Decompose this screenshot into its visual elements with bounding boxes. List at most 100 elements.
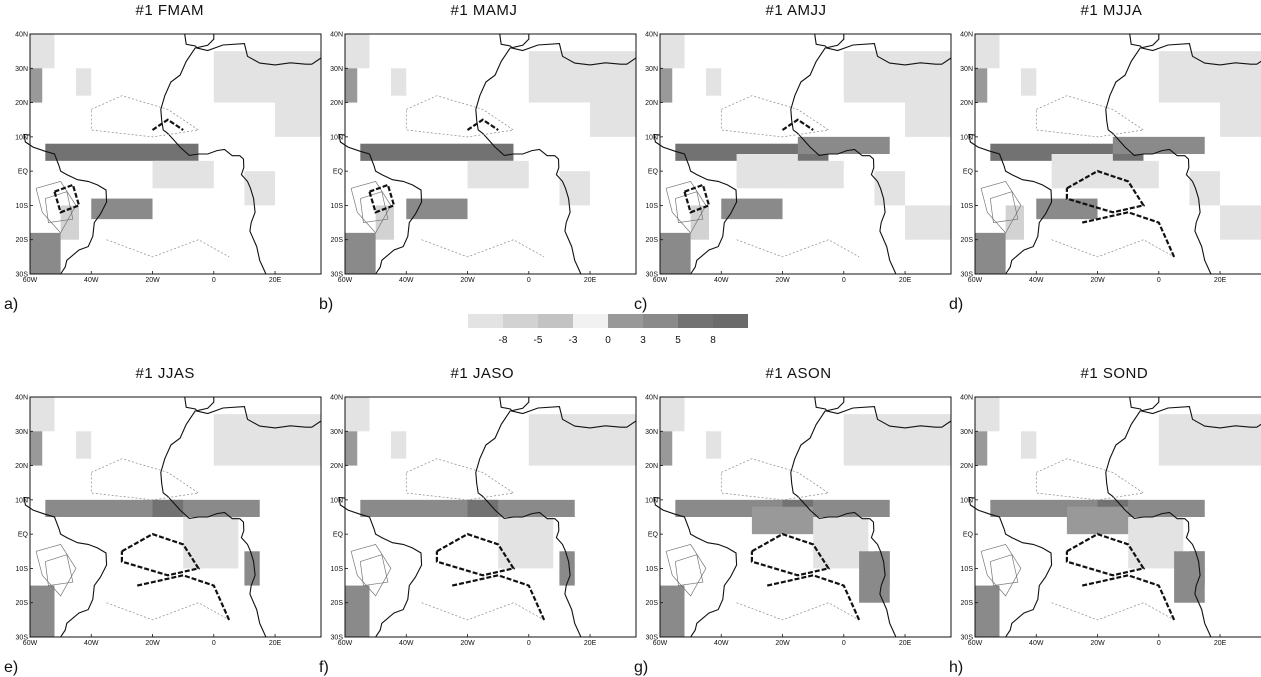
panel-label: c) <box>634 296 648 313</box>
mediterranean-coastline <box>510 406 637 429</box>
shaded-cell <box>705 68 722 96</box>
contour-line <box>750 532 831 577</box>
iberia-coastline <box>814 396 845 412</box>
shaded-cell <box>721 198 783 220</box>
map-frame <box>974 33 1261 275</box>
shaded-cell <box>244 171 276 206</box>
map-frame <box>344 396 637 638</box>
lat-label: EQ <box>333 169 344 176</box>
contour-line <box>350 180 392 234</box>
south-america-coastline <box>338 133 423 275</box>
lat-label: 40N <box>330 395 343 402</box>
map-frame <box>29 396 322 638</box>
contour-line <box>1035 95 1145 138</box>
contour-line <box>368 183 396 214</box>
lat-label: 30N <box>645 429 658 436</box>
panel-label: b) <box>319 296 334 313</box>
lat-label: 30N <box>960 429 973 436</box>
panel-label: g) <box>634 659 649 676</box>
contour-line <box>781 118 814 131</box>
shaded-cell <box>660 431 673 466</box>
shaded-cell <box>660 397 685 432</box>
lon-label: 20E <box>269 640 282 647</box>
shaded-cell <box>390 431 407 459</box>
shaded-cell <box>345 585 370 637</box>
lat-label: 40N <box>960 395 973 402</box>
panel-title: #1 JASO <box>450 365 515 382</box>
contour-line <box>766 574 861 621</box>
contour-line <box>665 543 707 597</box>
shaded-cell <box>975 585 1000 637</box>
shaded-cell <box>1005 205 1025 240</box>
lat-label: 10S <box>961 566 974 573</box>
shaded-cell <box>345 232 376 274</box>
lat-label: 20S <box>961 600 974 607</box>
mediterranean-coastline <box>195 406 322 429</box>
iberia-coastline <box>499 33 530 49</box>
lon-label: 20W <box>775 277 790 284</box>
legend-swatch <box>713 314 748 328</box>
shaded-cell <box>905 205 951 240</box>
lat-label: 10S <box>331 566 344 573</box>
shaded-cell <box>1174 551 1205 603</box>
africa-coastline <box>160 47 267 275</box>
map-frame <box>659 396 952 638</box>
lat-label: 30S <box>961 635 974 642</box>
africa-coastline <box>1105 410 1212 638</box>
shaded-cell <box>736 154 798 189</box>
contour-line <box>1051 239 1175 258</box>
lat-label: 10S <box>16 566 29 573</box>
lat-label: 40N <box>330 32 343 39</box>
lon-label: 40W <box>714 277 729 284</box>
lat-label: 10S <box>331 203 344 210</box>
lon-label: 20E <box>1214 640 1227 647</box>
lat-label: 30N <box>330 429 343 436</box>
contour-line <box>136 574 231 621</box>
lat-label: 30S <box>646 635 659 642</box>
map-frame <box>974 396 1261 638</box>
shaded-cell <box>390 68 407 96</box>
africa-coastline <box>160 410 267 638</box>
shaded-cell <box>1220 85 1261 137</box>
lat-label: 40N <box>15 32 28 39</box>
lon-label: 60W <box>23 277 38 284</box>
shaded-cell <box>30 585 55 637</box>
shaded-cell <box>797 136 890 154</box>
shaded-cell <box>91 198 153 220</box>
contour-line <box>674 191 704 223</box>
contour-line <box>674 554 704 586</box>
shaded-cell <box>975 68 988 103</box>
contour-line <box>1081 211 1176 258</box>
shaded-cell <box>660 232 691 274</box>
africa-coastline <box>790 47 897 275</box>
shaded-cell <box>45 499 260 517</box>
lon-label: 0 <box>1157 640 1161 647</box>
lat-label: EQ <box>18 532 29 539</box>
shaded-cell <box>1189 171 1221 206</box>
shaded-cell <box>467 499 499 517</box>
africa-coastline <box>790 410 897 638</box>
contour-line <box>665 180 707 234</box>
shaded-cell <box>30 431 43 466</box>
contour-line <box>44 191 74 223</box>
iberia-coastline <box>1129 396 1160 412</box>
lat-label: 20N <box>330 463 343 470</box>
mediterranean-coastline <box>825 406 952 429</box>
lon-label: 0 <box>212 640 216 647</box>
lon-label: 60W <box>653 277 668 284</box>
lon-label: 0 <box>527 277 531 284</box>
contour-line <box>405 458 515 501</box>
panel-label: e) <box>4 659 19 676</box>
contour-line <box>359 554 389 586</box>
lon-label: 60W <box>653 640 668 647</box>
contour-line <box>989 191 1019 223</box>
lon-label: 20W <box>775 640 790 647</box>
shaded-cell <box>874 171 906 206</box>
shaded-cell <box>528 414 636 466</box>
shaded-cell <box>660 34 685 69</box>
shaded-cell <box>1158 414 1261 466</box>
map-frame <box>29 33 322 275</box>
contour-line <box>90 95 200 138</box>
